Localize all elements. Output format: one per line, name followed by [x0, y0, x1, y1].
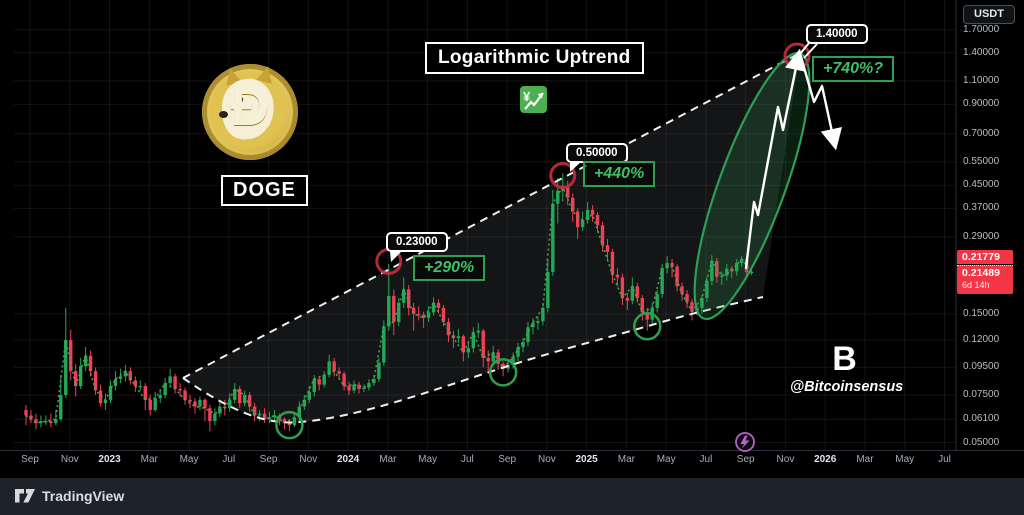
watermark: B @Bitcoinsensus — [790, 340, 904, 395]
channel-lower-dashed-line[interactable] — [182, 296, 764, 424]
price-tick-label: 0.15000 — [963, 307, 1000, 319]
time-month-label: Sep — [498, 454, 517, 465]
price-tick-label: 1.70000 — [963, 23, 1000, 35]
tradingview-logo[interactable]: TradingView — [13, 487, 124, 504]
callout-tail-1 — [390, 251, 402, 262]
price-line-badge: 0.21779 — [957, 250, 1013, 264]
price-tick-label: 0.09500 — [963, 361, 1000, 373]
low-circle — [488, 358, 518, 387]
time-month-label: Mar — [856, 454, 874, 465]
time-year-label: 2025 — [575, 454, 598, 465]
gain-label-3[interactable]: +740%? — [812, 56, 895, 82]
price-tick-label: 0.12000 — [963, 334, 1000, 346]
dog-eye — [236, 96, 243, 103]
last-price: 0.21489 — [962, 267, 1000, 279]
tradingview-logo-icon — [15, 489, 35, 503]
gain-label-1[interactable]: +290% — [413, 255, 486, 281]
time-month-label: Nov — [299, 454, 318, 465]
candles — [24, 173, 754, 432]
footer-strip: TradingView — [0, 478, 1024, 515]
price-tick-label: 0.05000 — [963, 436, 1000, 448]
price-tick-label: 0.55000 — [963, 155, 1000, 167]
lightning-event-icon[interactable] — [735, 432, 755, 452]
doge-d-symbol: Ð — [230, 77, 270, 137]
dog-nose — [219, 111, 228, 118]
low-circle — [633, 312, 662, 341]
trend-channel-shading — [183, 53, 800, 423]
time-axis[interactable]: Sep Nov 2023 Mar May Jul Sep Nov 2024 Mar May Jul Se… — [0, 452, 1024, 476]
time-month-label: Nov — [776, 454, 795, 465]
price-callout-3[interactable]: 1.40000 — [806, 24, 868, 44]
time-month-label: Jul — [222, 454, 236, 465]
time-month-label: Jul — [460, 454, 474, 465]
time-month-label: Sep — [736, 454, 755, 465]
low-circle — [275, 410, 304, 440]
price-axis[interactable]: 1.70000 1.40000 1.10000 0.90000 0.70000 0.550… — [0, 0, 1024, 450]
price-tick-label: 0.70000 — [963, 127, 1000, 139]
time-month-label: Mar — [140, 454, 158, 465]
time-month-label: Mar — [379, 454, 397, 465]
time-year-label: 2024 — [336, 454, 360, 465]
time-month-label: Jul — [938, 454, 951, 465]
doge-coin-logo: Ð — [202, 64, 298, 160]
price-callout-1[interactable]: 0.23000 — [386, 232, 448, 252]
price-tick-label: 0.90000 — [963, 98, 1000, 110]
watermark-handle: @Bitcoinsensus — [790, 379, 904, 395]
time-month-label: Jul — [699, 454, 713, 465]
price-tick-label: 0.29000 — [963, 230, 1000, 242]
price-tick-label: 1.10000 — [963, 74, 1000, 86]
time-year-label: 2023 — [98, 454, 121, 465]
price-tick-label: 0.06100 — [963, 413, 1000, 425]
tradingview-logo-text: TradingView — [42, 487, 125, 504]
quote-currency-badge[interactable]: USDT — [963, 5, 1015, 24]
grid-lines — [14, 0, 956, 450]
price-tick-label: 0.37000 — [963, 202, 1000, 214]
price-tick-label: 0.45000 — [963, 179, 1000, 191]
time-month-label: Nov — [537, 454, 556, 465]
time-month-label: May — [418, 454, 438, 465]
channel-upper-dashed-line[interactable] — [182, 52, 801, 379]
projected-pullback-arrow — [799, 55, 842, 151]
price-tick-label: 0.07500 — [963, 389, 1000, 401]
candlestick-chart-canvas[interactable] — [0, 0, 1024, 478]
gain-label-2[interactable]: +440% — [583, 161, 656, 187]
projected-rally-zigzag — [744, 48, 807, 270]
callout-tail-3 — [799, 42, 818, 59]
price-tick-label: 1.40000 — [963, 46, 1000, 58]
bar-countdown: 6d 14h — [962, 280, 990, 290]
time-month-label: Sep — [259, 454, 278, 465]
log-curve-dotted-line — [25, 184, 753, 425]
time-month-label: May — [656, 454, 676, 465]
time-year-label: 2026 — [814, 454, 837, 465]
bitcoinsensus-logo: B — [832, 340, 858, 378]
chart-title: Logarithmic Uptrend — [425, 42, 644, 74]
time-month-label: Mar — [617, 454, 636, 465]
time-month-label: Nov — [60, 454, 79, 465]
last-price-badge: 0.21489 6d 14h — [957, 265, 1013, 294]
time-month-label: May — [895, 454, 915, 465]
time-month-label: May — [179, 454, 199, 465]
chart-increasing-yen-icon: ¥ — [520, 86, 547, 113]
coin-ticker-label: DOGE — [221, 175, 308, 206]
callout-tail-2 — [570, 161, 582, 172]
time-month-label: Sep — [21, 454, 39, 465]
peak-circle — [549, 161, 577, 189]
yen-glyph: ¥ — [523, 89, 531, 104]
